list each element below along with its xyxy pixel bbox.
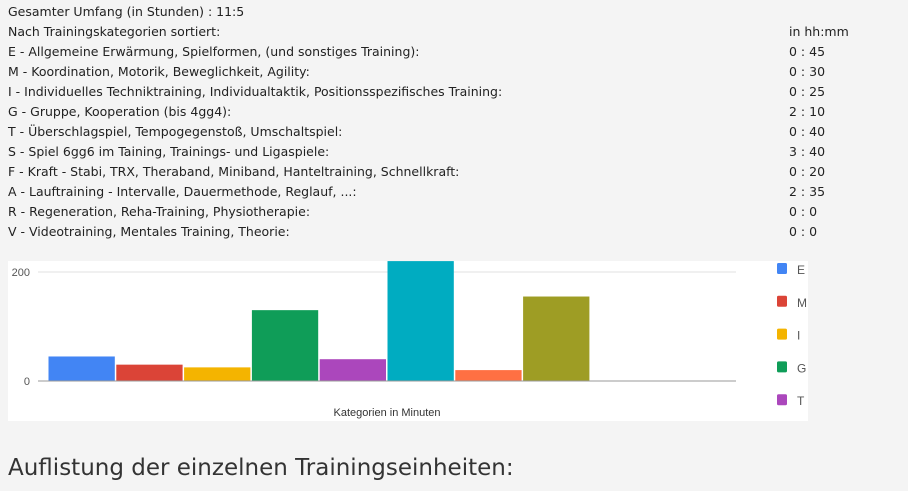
bar-G <box>251 310 319 381</box>
category-row-time: 0 : 25 <box>789 84 826 99</box>
category-row-label: V - Videotraining, Mentales Training, Th… <box>8 224 290 239</box>
category-row-label: E - Allgemeine Erwärmung, Spielformen, (… <box>8 44 420 59</box>
y-tick-label: 200 <box>12 267 30 279</box>
legend-label-T: T <box>797 394 805 408</box>
category-row-label: A - Lauftraining - Intervalle, Dauermeth… <box>8 184 357 199</box>
legend-swatch-T <box>777 394 787 406</box>
category-row-time: 0 : 0 <box>789 204 818 219</box>
category-row-time: 2 : 10 <box>789 104 826 119</box>
category-row-label: F - Kraft - Stabi, TRX, Theraband, Minib… <box>8 164 460 179</box>
total-duration: Gesamter Umfang (in Stunden) : 11:5 <box>8 4 245 19</box>
category-row-label: S - Spiel 6gg6 im Taining, Trainings- un… <box>8 144 330 159</box>
x-axis-label: Kategorien in Minuten <box>333 407 440 419</box>
category-row-label: T - Überschlagspiel, Tempogegenstoß, Ums… <box>8 124 343 139</box>
bar-E <box>48 356 115 381</box>
category-row-time: 0 : 45 <box>789 44 826 59</box>
legend-swatch-G <box>777 361 787 373</box>
unit-label: in hh:mm <box>789 24 849 39</box>
bar-T <box>319 359 386 381</box>
category-row-time: 0 : 30 <box>789 64 826 79</box>
legend-label-M: M <box>797 296 807 310</box>
category-row-label: M - Koordination, Motorik, Beweglichkeit… <box>8 64 310 79</box>
legend-swatch-E <box>777 263 787 274</box>
bar-M <box>116 364 183 381</box>
category-row-time: 0 : 0 <box>789 224 818 239</box>
y-tick-label: 0 <box>24 376 30 388</box>
category-row-time: 0 : 40 <box>789 124 826 139</box>
category-row-label: R - Regeneration, Reha-Training, Physiot… <box>8 204 311 219</box>
category-row-label: G - Gruppe, Kooperation (bis 4gg4): <box>8 104 232 119</box>
legend-swatch-I <box>777 328 787 340</box>
bar-F <box>455 370 522 381</box>
section-title: Auflistung der einzelnen Trainingseinhei… <box>8 455 514 481</box>
chart-svg: 200 0 Kategorien in Minuten E M I G T <box>12 261 807 419</box>
category-row-label: I - Individuelles Techniktraining, Indiv… <box>8 84 503 99</box>
legend-label-I: I <box>797 329 800 343</box>
bar-A <box>523 296 590 381</box>
bar-I <box>184 367 251 381</box>
category-row-time: 2 : 35 <box>789 184 826 199</box>
bar-S <box>387 261 454 381</box>
legend-label-E: E <box>797 263 805 277</box>
category-bar-chart: 200 0 Kategorien in Minuten E M I G T <box>8 261 808 421</box>
category-row-time: 3 : 40 <box>789 144 826 159</box>
legend-swatch-M <box>777 295 787 307</box>
legend-label-G: G <box>797 361 806 375</box>
category-row-time: 0 : 20 <box>789 164 826 179</box>
sorted-heading: Nach Trainingskategorien sortiert: <box>8 24 221 39</box>
